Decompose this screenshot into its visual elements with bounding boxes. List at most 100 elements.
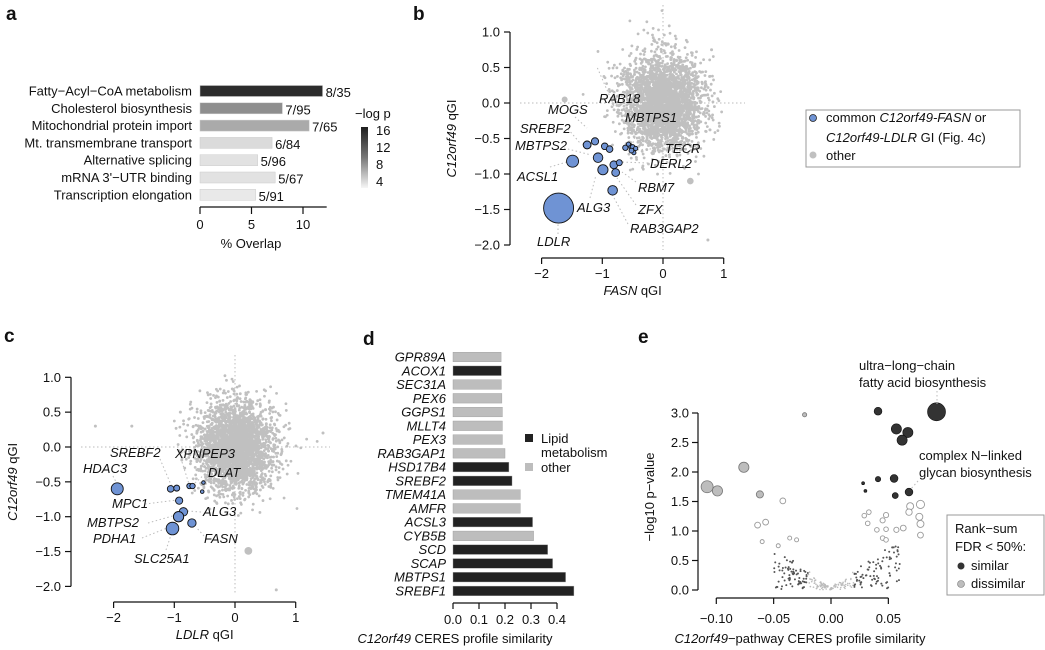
other-point xyxy=(670,64,673,68)
other-point xyxy=(660,65,664,68)
other-point xyxy=(706,86,710,89)
other-point xyxy=(263,480,266,484)
other-point xyxy=(694,74,697,77)
other-point xyxy=(711,74,714,78)
label-leader xyxy=(612,195,629,225)
bar xyxy=(199,171,276,184)
other-point xyxy=(692,77,696,81)
other-point xyxy=(271,487,275,490)
other-point xyxy=(682,77,686,81)
other-point xyxy=(211,414,215,418)
other-point xyxy=(660,61,664,65)
y-tick-label: −1.0 xyxy=(474,167,500,182)
y-axis-title: C12orf49 qGI xyxy=(444,99,459,177)
other-point xyxy=(244,488,247,492)
other-point xyxy=(620,114,624,118)
other-point xyxy=(672,99,676,103)
other-point xyxy=(684,38,688,42)
other-point xyxy=(628,72,632,76)
other-point xyxy=(651,99,655,103)
other-point xyxy=(677,82,680,86)
other-point xyxy=(639,52,642,56)
other-point xyxy=(660,135,663,139)
other-point xyxy=(674,127,678,130)
other-point xyxy=(652,135,656,139)
other-point xyxy=(697,110,700,113)
other-point xyxy=(696,141,700,145)
other-point xyxy=(622,127,626,131)
other-point xyxy=(289,459,293,463)
other-point xyxy=(623,77,627,81)
other-point xyxy=(270,426,274,430)
other-point xyxy=(658,55,661,58)
other-point xyxy=(209,397,213,400)
other-point xyxy=(238,392,242,396)
other-point xyxy=(668,31,672,35)
other-point xyxy=(630,44,634,48)
highlight-point xyxy=(543,192,575,224)
other-point xyxy=(610,74,613,78)
category-label: Cholesterol biosynthesis xyxy=(51,101,192,116)
other-point xyxy=(668,171,672,175)
other-point xyxy=(704,121,708,125)
other-point xyxy=(688,110,692,114)
label-leader xyxy=(619,161,649,164)
y-tick-label: −0.5 xyxy=(474,131,500,146)
other-point xyxy=(617,111,620,115)
gene-label: MBTPS2 xyxy=(515,138,568,153)
other-point xyxy=(672,130,676,134)
other-point xyxy=(664,137,667,141)
other-point xyxy=(612,108,616,112)
other-point xyxy=(706,93,710,97)
other-point xyxy=(666,62,669,66)
other-point xyxy=(673,34,677,38)
other-point xyxy=(284,459,288,463)
other-point xyxy=(680,118,684,122)
other-point xyxy=(606,60,610,64)
other-point xyxy=(616,84,620,88)
other-point xyxy=(672,59,676,63)
other-point xyxy=(270,419,273,423)
other-point xyxy=(629,52,633,55)
other-point xyxy=(673,134,676,138)
label-leader xyxy=(574,116,588,129)
other-point xyxy=(653,75,657,79)
other-point xyxy=(679,134,683,137)
other-point xyxy=(652,54,656,58)
other-point xyxy=(626,131,630,134)
y-tick-label: 0.0 xyxy=(482,96,500,111)
other-point xyxy=(666,70,669,73)
other-point xyxy=(650,143,654,147)
other-point xyxy=(276,478,280,482)
bar-value-label: 7/65 xyxy=(312,120,337,135)
other-point xyxy=(629,156,633,160)
other-point xyxy=(611,66,615,70)
other-point xyxy=(191,477,195,481)
other-point xyxy=(651,33,654,37)
other-point xyxy=(668,105,672,108)
other-point xyxy=(641,143,644,147)
other-point xyxy=(634,56,638,60)
other-point xyxy=(251,502,255,506)
other-point xyxy=(683,119,687,123)
background-points-other xyxy=(581,9,724,176)
other-point xyxy=(258,402,262,406)
other-point xyxy=(690,61,694,65)
other-point xyxy=(660,77,663,81)
other-point xyxy=(628,54,631,58)
other-point xyxy=(649,65,653,68)
other-point xyxy=(646,31,650,35)
other-point xyxy=(274,436,278,440)
other-point xyxy=(702,139,706,143)
bar xyxy=(199,85,323,97)
other-point xyxy=(627,152,631,156)
other-point xyxy=(712,138,716,141)
other-point xyxy=(662,33,666,37)
other-point xyxy=(659,88,663,92)
other-point xyxy=(233,498,237,501)
other-point xyxy=(620,118,624,122)
other-point xyxy=(244,406,248,410)
other-point xyxy=(201,469,205,473)
other-point xyxy=(686,117,690,121)
other-point xyxy=(663,125,667,129)
